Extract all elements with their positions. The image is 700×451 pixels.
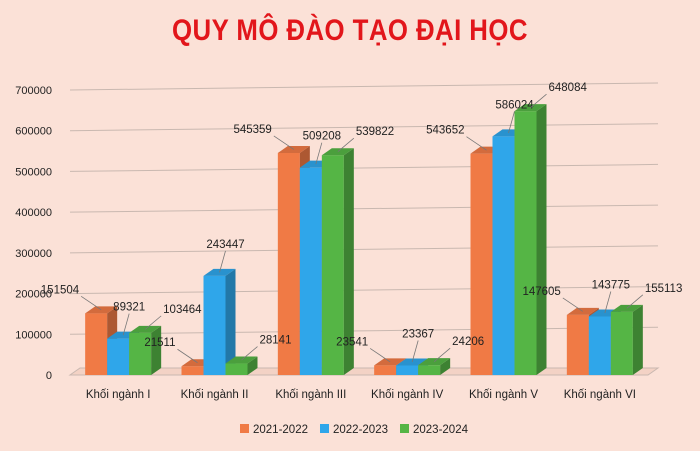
gridline (69, 286, 659, 295)
data-label: 23541 (336, 336, 368, 348)
legend-item: 2023-2024 (400, 424, 469, 436)
gridline (69, 204, 659, 213)
leader-line (315, 142, 323, 165)
chart-title: QUY MÔ ĐÀO TẠO ĐẠI HỌC (172, 14, 528, 47)
x-tick-label: Khối ngành III (275, 389, 346, 401)
legend-swatch (240, 424, 249, 433)
legend: 2021-2022 2022-2023 2023-2024 (240, 424, 469, 436)
gridline (69, 82, 659, 91)
gridline (69, 326, 659, 335)
bar (610, 304, 643, 375)
data-label: 509208 (303, 131, 341, 143)
leader-line (433, 347, 451, 362)
legend-swatch (320, 424, 329, 433)
leader-line (530, 93, 547, 108)
data-label: 648084 (549, 82, 588, 94)
data-label: 545359 (233, 124, 271, 136)
gridline (69, 163, 659, 172)
bar (321, 148, 354, 375)
bars (85, 104, 643, 375)
x-tick-label: Khối ngành VI (564, 389, 636, 401)
y-tick-label: 600000 (15, 126, 52, 138)
data-label: 543652 (426, 125, 464, 137)
data-label: 28141 (260, 335, 292, 347)
legend-item: 2022-2023 (320, 424, 388, 436)
bar (203, 268, 236, 375)
bar (514, 104, 547, 375)
bar (129, 325, 162, 375)
leader-line (219, 250, 226, 273)
y-tick-label: 500000 (15, 166, 52, 178)
y-axis: 0 100000 200000 300000 400000 500000 600000 700… (15, 85, 52, 382)
data-label: 21511 (144, 337, 175, 349)
data-label: 151504 (41, 284, 80, 296)
legend-label: 2021-2022 (253, 424, 308, 436)
data-labels: 151504 89321 103464 21511 243447 28141 545359 5… (41, 82, 683, 364)
data-label: 147605 (522, 286, 560, 298)
data-label: 586024 (495, 99, 534, 111)
leader-line (626, 294, 644, 309)
y-tick-label: 0 (46, 370, 52, 382)
y-tick-label: 400000 (15, 207, 52, 219)
data-label: 143775 (592, 279, 630, 291)
leader-line (144, 315, 162, 330)
legend-swatch (400, 424, 409, 433)
legend-item: 2021-2022 (240, 424, 308, 436)
x-tick-label: Khối ngành V (469, 389, 538, 401)
data-label: 23367 (402, 328, 434, 340)
x-tick-label: Khối ngành IV (371, 389, 444, 401)
x-axis: Khối ngành I Khối ngành II Khối ngành III K… (86, 389, 636, 401)
leader-line (241, 346, 258, 361)
y-tick-label: 300000 (15, 248, 52, 260)
x-tick-label: Khối ngành II (181, 389, 249, 401)
leader-line (508, 111, 515, 134)
leader-line (604, 291, 612, 314)
x-tick-label: Khối ngành I (86, 389, 151, 401)
leader-line (273, 135, 295, 150)
y-tick-label: 100000 (15, 329, 52, 341)
gridline (69, 245, 659, 254)
data-label: 155113 (645, 283, 683, 295)
leader-line (411, 340, 419, 363)
leader-line (337, 137, 355, 153)
data-label: 243447 (206, 239, 244, 251)
legend-label: 2022-2023 (333, 424, 388, 436)
data-label: 24206 (452, 336, 484, 348)
data-label: 103464 (163, 304, 202, 316)
leader-line (562, 297, 584, 312)
leader-line (80, 295, 102, 311)
leader-line (177, 348, 198, 364)
leader-line (122, 313, 130, 336)
data-label: 89321 (113, 302, 145, 314)
y-tick-label: 200000 (15, 289, 52, 301)
leader-line (369, 348, 391, 363)
y-tick-label: 700000 (15, 85, 52, 97)
leader-line (466, 136, 487, 151)
legend-label: 2023-2024 (413, 424, 469, 436)
gridline (69, 123, 659, 132)
data-label: 539822 (356, 126, 394, 138)
